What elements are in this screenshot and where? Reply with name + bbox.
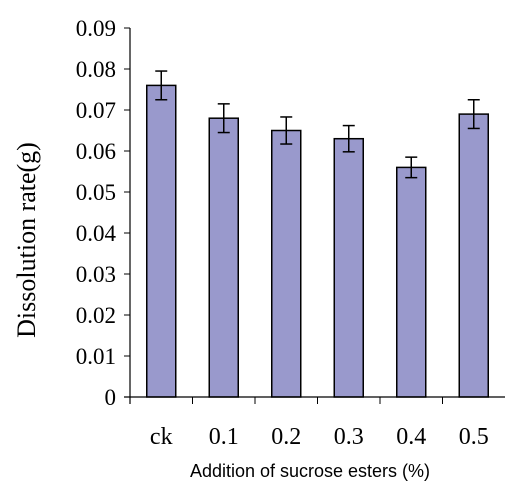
bar [333,137,364,398]
y-tick-label: 0.07 [76,98,116,123]
y-tick-label: 0.04 [76,221,117,246]
bar [458,113,489,398]
y-tick-label: 0 [105,385,117,410]
x-tick-label: 0.1 [209,424,239,450]
error-bars [155,70,480,179]
x-axis-label: Addition of sucrose esters (%) [190,461,430,481]
x-axis-ticks: ck 0.1 0.2 0.3 0.4 0.5 [150,397,489,450]
y-tick-label: 0.03 [76,262,116,287]
y-tick-label: 0.09 [76,16,116,41]
x-tick-label: 0.5 [459,424,489,450]
bar [146,84,177,398]
bar [396,166,427,398]
y-tick-label: 0.06 [76,139,116,164]
x-tick-label: 0.3 [334,424,364,450]
y-tick-label: 0.08 [76,57,116,82]
bar [271,129,302,398]
bars [146,84,489,398]
bar [208,117,239,398]
y-tick-label: 0.02 [76,303,116,328]
y-tick-label: 0.05 [76,180,116,205]
y-axis-label: Dissolution rate(g) [12,142,41,338]
x-tick-label: ck [150,424,173,450]
x-tick-label: 0.2 [271,424,301,450]
axes [124,28,505,404]
x-tick-label: 0.4 [396,424,426,450]
y-axis-ticks: 0 0.01 0.02 0.03 0.04 0.05 0.06 0.07 0.08 0.09 [76,16,130,410]
y-tick-label: 0.01 [76,344,116,369]
